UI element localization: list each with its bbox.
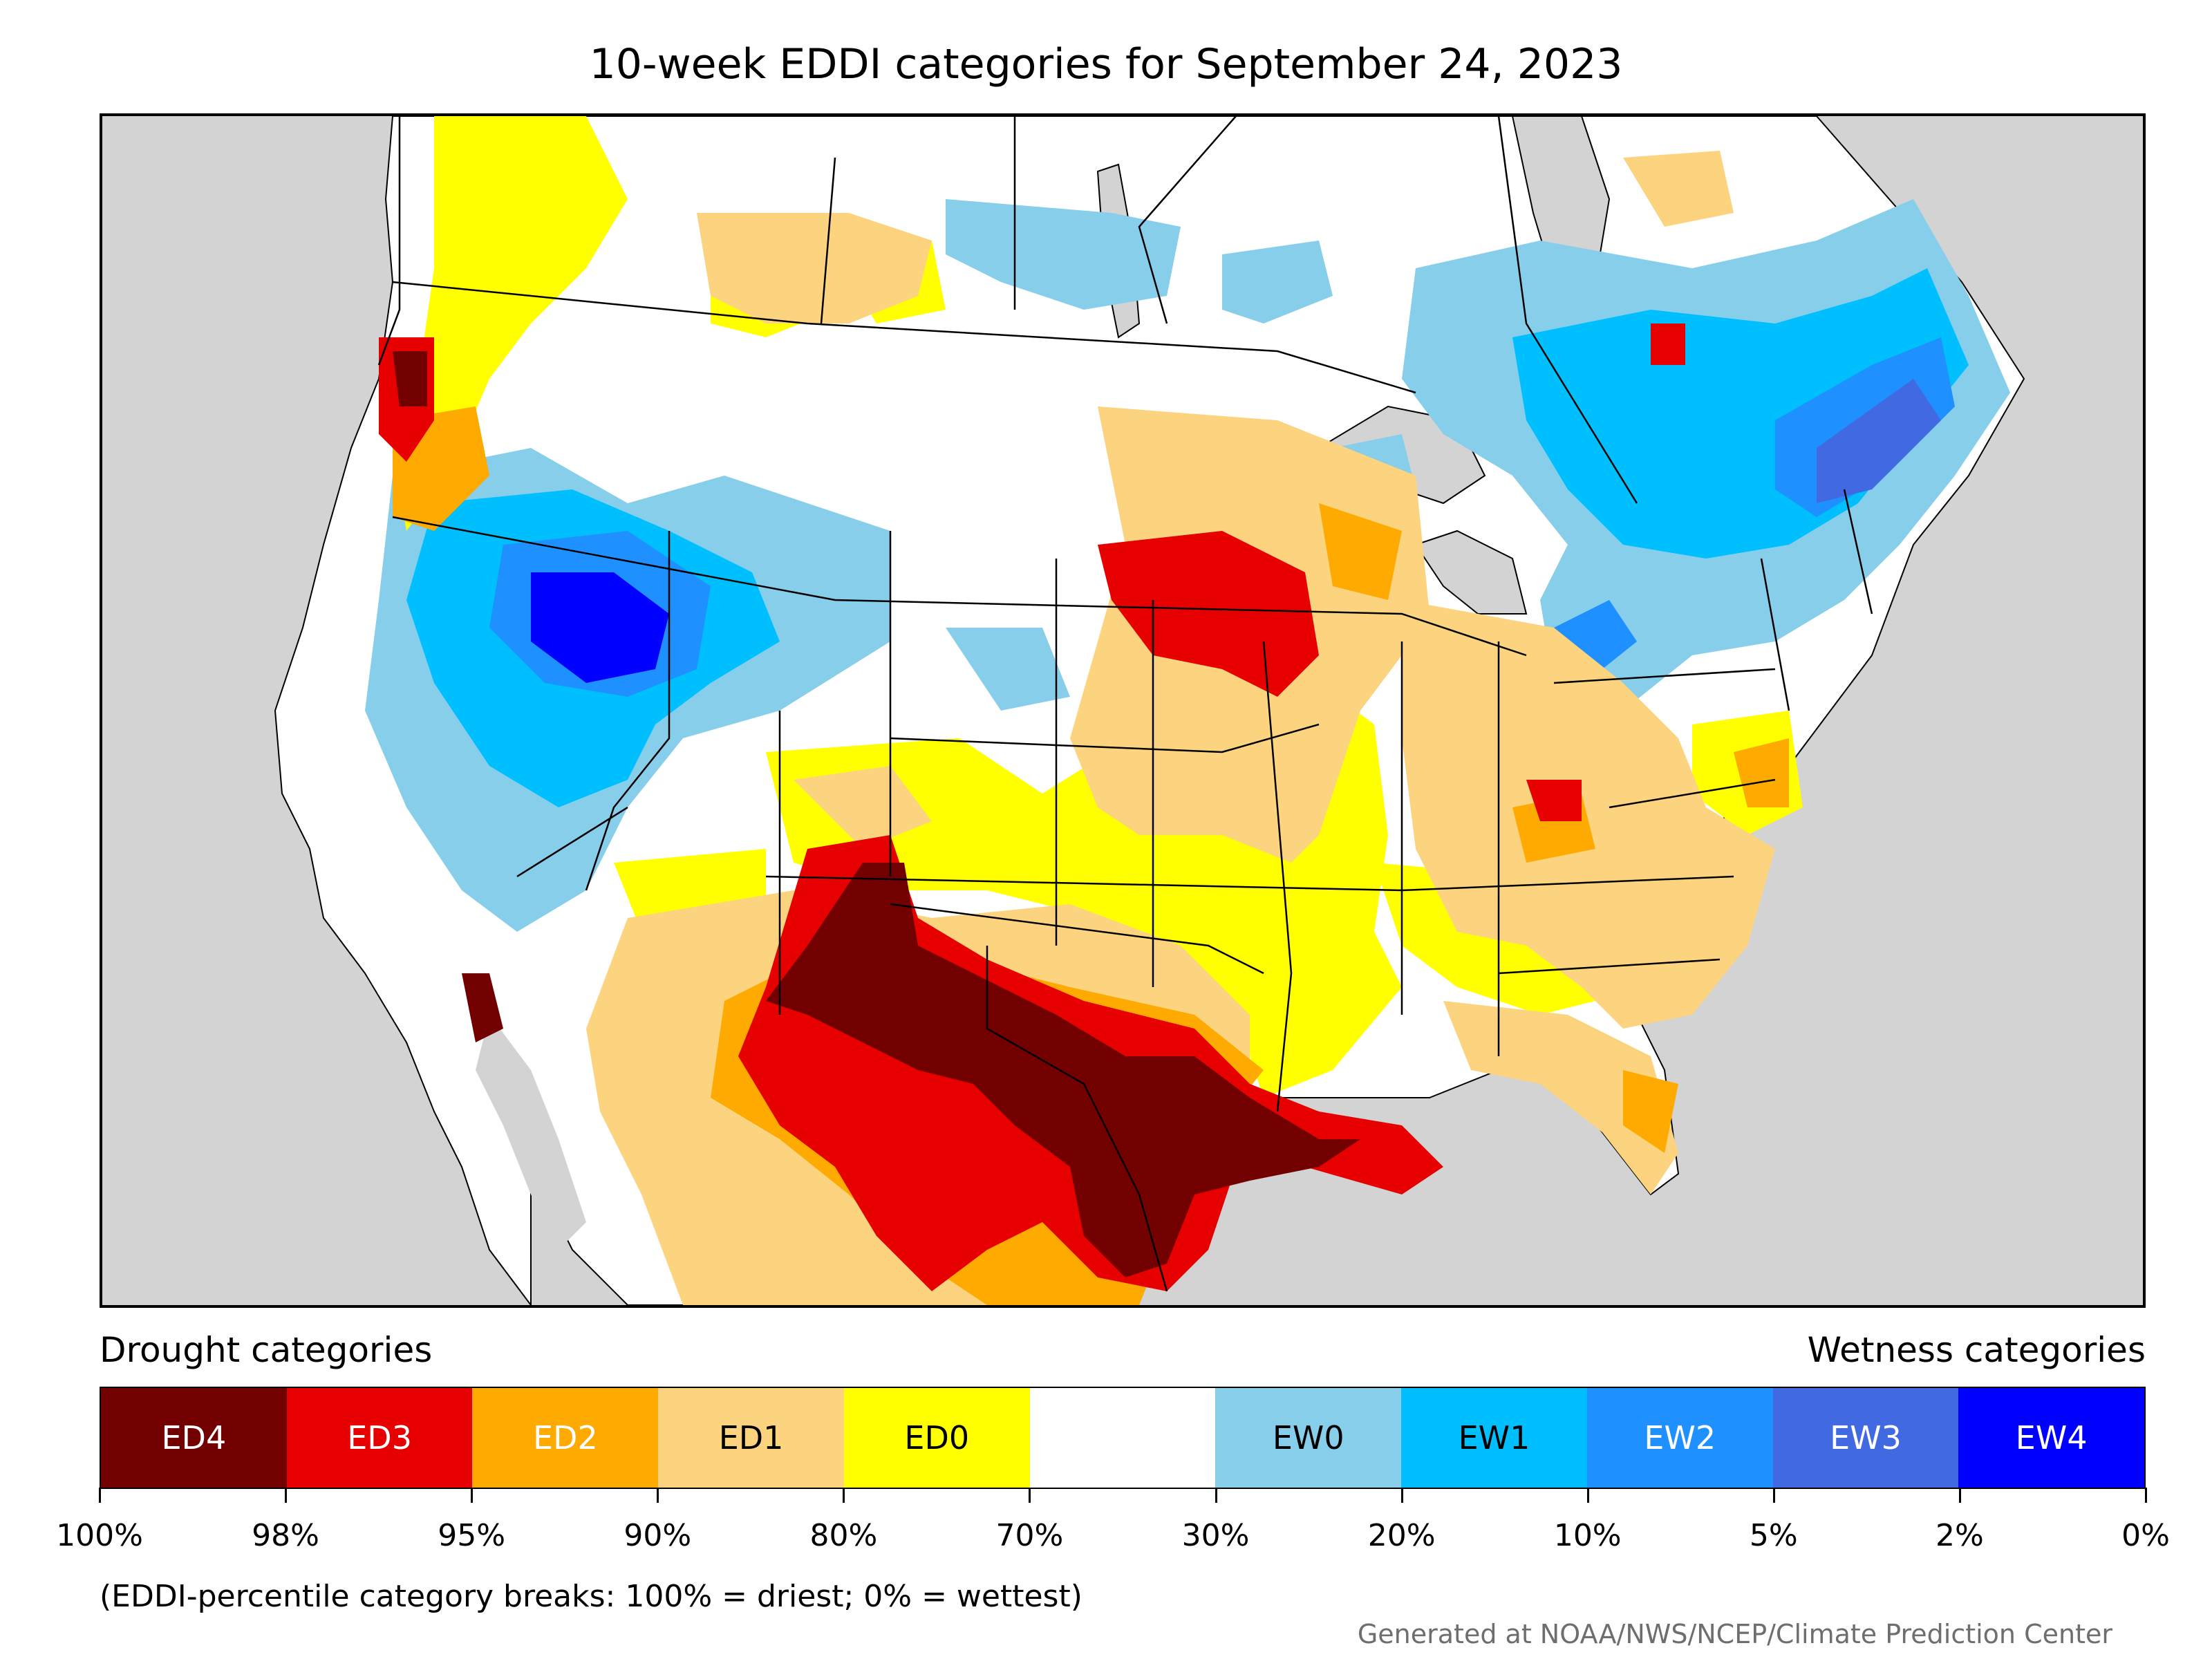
tick-label: 0% <box>2121 1518 2170 1553</box>
tick-label: 2% <box>1936 1518 1984 1553</box>
tick-mark <box>657 1488 659 1503</box>
legend-cell-normal <box>1029 1388 1216 1488</box>
legend-cell-ew0: EW0 <box>1215 1388 1402 1488</box>
tick-label: 70% <box>995 1518 1064 1553</box>
drought-ed4 <box>393 351 1360 1277</box>
boundaries <box>377 116 1873 1292</box>
category-legend: ED4 ED3 ED2 ED1 ED0 EW0 EW1 EW2 EW3 EW4 <box>100 1387 2146 1489</box>
legend-cell-ew1: EW1 <box>1401 1388 1587 1488</box>
tick-label: 90% <box>624 1518 692 1553</box>
legend-cell-ew2: EW2 <box>1586 1388 1773 1488</box>
tick-label: 5% <box>1749 1518 1798 1553</box>
tick-label: 30% <box>1181 1518 1250 1553</box>
tick-mark <box>1029 1488 1031 1503</box>
tick-label: 100% <box>56 1518 143 1553</box>
tick-label: 80% <box>809 1518 878 1553</box>
gulf-of-california <box>476 1015 586 1250</box>
percentile-ticks <box>99 1488 2147 1504</box>
tick-mark <box>1400 1488 1403 1503</box>
legend-cell-ed1: ED1 <box>658 1388 844 1488</box>
tick-mark <box>2145 1488 2147 1503</box>
wetness-areas <box>365 199 2010 932</box>
legend-cell-ed2: ED2 <box>472 1388 659 1488</box>
tick-mark <box>1215 1488 1217 1503</box>
tick-mark <box>285 1488 288 1503</box>
legend-cell-ed0: ED0 <box>843 1388 1030 1488</box>
wetness-categories-heading: Wetness categories <box>1807 1330 2146 1370</box>
footnote: (EDDI-percentile category breaks: 100% =… <box>100 1579 1082 1614</box>
legend-cell-ew4: EW4 <box>1958 1388 2145 1488</box>
tick-label: 10% <box>1553 1518 1622 1553</box>
tick-mark <box>843 1488 845 1503</box>
legend-cell-ew3: EW3 <box>1772 1388 1959 1488</box>
drought-categories-heading: Drought categories <box>100 1330 433 1370</box>
tick-label: 95% <box>438 1518 506 1553</box>
tick-mark <box>471 1488 474 1503</box>
tick-mark <box>99 1488 101 1503</box>
tick-mark <box>1586 1488 1589 1503</box>
tick-mark <box>1772 1488 1775 1503</box>
eddi-map <box>100 113 2146 1308</box>
legend-cell-ed3: ED3 <box>286 1388 473 1488</box>
map-title: 10-week EDDI categories for September 24… <box>589 40 1623 88</box>
tick-label: 98% <box>252 1518 319 1553</box>
tick-mark <box>1958 1488 1961 1503</box>
legend-cell-ed4: ED4 <box>101 1388 287 1488</box>
tick-label: 20% <box>1367 1518 1436 1553</box>
credit-line: Generated at NOAA/NWS/NCEP/Climate Predi… <box>1357 1619 2112 1649</box>
